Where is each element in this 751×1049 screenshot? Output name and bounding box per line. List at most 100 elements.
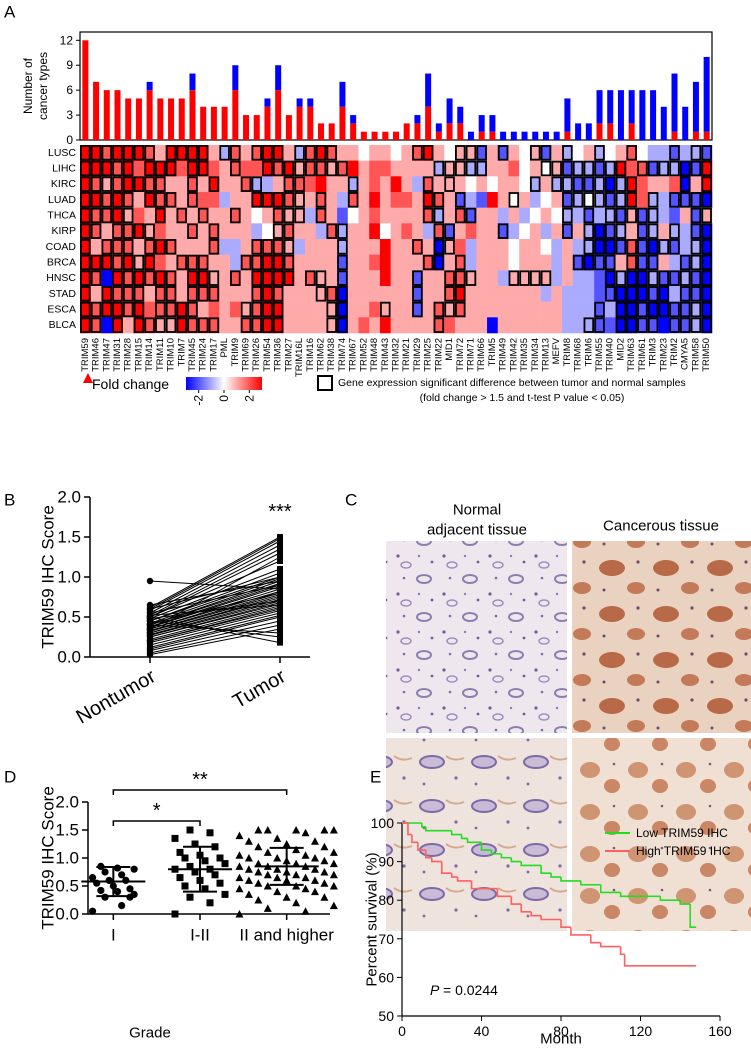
gene-label: TRIM59 (80, 338, 91, 372)
point (181, 882, 189, 890)
significance-box (305, 160, 316, 177)
gene-label: TRIM24 (198, 338, 209, 372)
heatmap-cell (390, 270, 402, 287)
heatmap-cell (658, 286, 670, 302)
heatmap-cell (454, 223, 466, 240)
gene-label: TRIM34 (530, 338, 541, 372)
heatmap-cell (229, 239, 241, 255)
heatmap-cell (219, 223, 231, 240)
significance-box (208, 270, 220, 286)
gene-label: TRIM3 (648, 338, 659, 367)
heatmap-cell (679, 301, 691, 318)
heatmap-cell (122, 207, 134, 224)
heatmap-cell (101, 192, 113, 208)
significance-box (294, 160, 305, 177)
heatmap-cell (337, 239, 349, 255)
heatmap-cell (304, 317, 316, 334)
significance-box (208, 317, 220, 333)
heatmap-cell (80, 301, 92, 318)
heatmap-cell (669, 207, 681, 224)
significance-box (380, 301, 391, 318)
colorbar-label: Fold change (92, 376, 169, 392)
point (277, 590, 283, 596)
heatmap-cell (551, 160, 563, 177)
gene-label: TRIM67 (348, 338, 359, 372)
heatmap-cell (487, 254, 499, 271)
heatmap-cell (219, 301, 231, 318)
panel-label: C (345, 491, 357, 510)
heatmap-cell (508, 223, 520, 240)
significance-box (101, 176, 113, 192)
heatmap-cell (637, 223, 649, 240)
significance-box (433, 301, 445, 318)
heatmap-cell (412, 317, 424, 334)
heatmap-cell (444, 160, 456, 177)
significance-box (101, 160, 113, 177)
bar-segment (296, 106, 303, 140)
significance-box (305, 270, 316, 286)
heatmap-cell (133, 160, 145, 177)
survival-step (431, 857, 442, 863)
heatmap-cell (476, 207, 488, 224)
significance-box (455, 301, 466, 318)
heatmap-cell (690, 207, 702, 224)
significance-box (230, 207, 241, 224)
significance-box (637, 301, 648, 318)
significance-box (326, 301, 337, 318)
point (146, 577, 154, 585)
heatmap-cell (369, 286, 381, 302)
y-tick-label: 2.0 (57, 488, 81, 507)
bar-segment (82, 40, 89, 140)
significance-box (283, 223, 295, 239)
gene-label: TRIM46 (91, 338, 102, 372)
heatmap-cell (433, 192, 445, 208)
heatmap-cell (433, 223, 445, 240)
heatmap-cell (358, 254, 370, 271)
significance-box (669, 301, 680, 318)
heatmap-cell (583, 160, 595, 177)
bar-segment (650, 90, 657, 140)
heatmap-cell (626, 254, 638, 271)
heatmap-cell (583, 254, 595, 271)
significance-box (669, 145, 680, 161)
significance-box (690, 317, 702, 333)
heatmap-cell (240, 223, 252, 240)
heatmap-cell (379, 270, 391, 287)
heatmap-cell (80, 239, 92, 255)
significance-box (80, 286, 91, 302)
bar-segment (628, 123, 635, 140)
pair-line (149, 598, 281, 636)
heatmap-cell (187, 301, 199, 318)
significance-box (701, 160, 712, 177)
heatmap-cell (476, 317, 488, 334)
gene-label: TRIM8 (562, 338, 573, 367)
heatmap-cell (176, 239, 188, 255)
pair-line (149, 604, 281, 616)
legend-label: Low TRIM59 IHC (636, 826, 728, 840)
significance-box (155, 239, 166, 255)
significance-box (155, 270, 166, 286)
significance-box (326, 317, 337, 333)
significance-box (412, 145, 423, 161)
gene-label: TRIM62 (316, 338, 327, 372)
significance-box (412, 286, 423, 302)
significance-box (144, 254, 155, 271)
point (101, 868, 109, 876)
panel-label: B (4, 491, 15, 510)
histology-image (386, 541, 567, 733)
significance-box (112, 239, 123, 255)
significance-box (647, 239, 659, 255)
heatmap-cell (444, 176, 456, 193)
heatmap-cell (80, 223, 92, 240)
heatmap-cell (337, 207, 349, 224)
heatmap-cell (669, 270, 681, 287)
point (277, 630, 283, 636)
point (216, 854, 224, 862)
point (277, 558, 283, 564)
heatmap-cell (219, 192, 231, 208)
gene-label: TRIM17 (208, 338, 219, 372)
heatmap-cell (647, 207, 659, 224)
survival-step (540, 865, 552, 874)
point (191, 840, 199, 848)
heatmap-cell (476, 286, 488, 302)
